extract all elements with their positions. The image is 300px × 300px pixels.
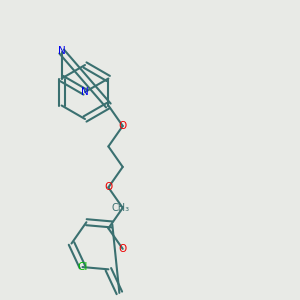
Text: CH₃: CH₃ [112, 203, 130, 214]
Text: O: O [118, 121, 127, 131]
Text: N: N [81, 87, 89, 97]
Text: O: O [118, 244, 127, 254]
Text: O: O [104, 182, 112, 192]
Text: Cl: Cl [77, 262, 88, 272]
Text: N: N [58, 46, 65, 56]
